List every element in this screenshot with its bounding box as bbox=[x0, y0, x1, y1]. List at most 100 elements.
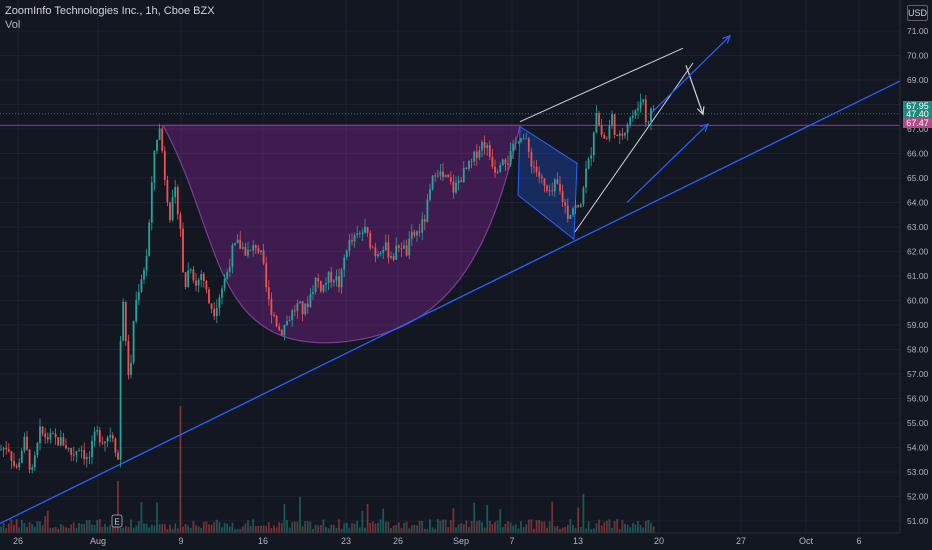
y-tick-label: 53.00 bbox=[907, 467, 929, 477]
trend-annotations[interactable] bbox=[0, 34, 932, 525]
candle-body bbox=[111, 435, 114, 439]
candle-body bbox=[132, 321, 135, 363]
candle-body bbox=[598, 113, 600, 126]
volume-bar bbox=[314, 524, 317, 533]
candle-body bbox=[200, 273, 203, 280]
candle-body bbox=[356, 233, 359, 235]
volume-bar bbox=[634, 524, 637, 533]
volume-bar bbox=[439, 520, 442, 533]
candle-body bbox=[33, 455, 36, 468]
candle-body bbox=[187, 270, 190, 288]
candle-body bbox=[10, 451, 13, 461]
candle-body bbox=[65, 445, 67, 449]
candle-body bbox=[494, 166, 496, 173]
candle-body bbox=[624, 132, 626, 136]
volume-bar bbox=[348, 527, 351, 533]
volume-bar bbox=[288, 527, 291, 533]
time-axis[interactable]: 26 Aug 9 16 23 26 Sep 7 13 20 27 Oct 6 E bbox=[0, 514, 900, 546]
candle-body bbox=[231, 244, 234, 268]
candle-body bbox=[98, 430, 101, 443]
candle-body bbox=[361, 232, 364, 234]
volume-bar bbox=[413, 524, 416, 533]
volume-bar bbox=[249, 525, 252, 533]
volume-bar bbox=[600, 525, 603, 533]
price-axis[interactable]: 51.00 52.00 53.00 54.00 55.00 56.00 57.00 58.00… bbox=[899, 0, 932, 550]
volume-bar bbox=[421, 520, 424, 533]
candle-body bbox=[67, 447, 70, 449]
candle-body bbox=[587, 158, 590, 169]
volume-bar bbox=[462, 524, 465, 533]
candle-body bbox=[408, 238, 411, 256]
volume-bar bbox=[174, 523, 177, 533]
currency-button[interactable]: USD bbox=[907, 5, 928, 21]
volume-bar bbox=[468, 526, 470, 533]
candle-body bbox=[634, 110, 637, 116]
candle-body bbox=[475, 151, 478, 159]
candle-body bbox=[109, 435, 112, 438]
volume-bar bbox=[182, 526, 184, 533]
arrow-up-lower bbox=[626, 123, 709, 203]
candle-body bbox=[449, 177, 452, 182]
volume-bar bbox=[387, 521, 390, 533]
candle-body bbox=[15, 466, 18, 468]
candle-body bbox=[444, 174, 447, 178]
volume-bar bbox=[15, 519, 18, 533]
volume-bar bbox=[405, 521, 408, 533]
volume-bar bbox=[538, 519, 541, 533]
candle-body bbox=[327, 271, 330, 284]
volume-bar bbox=[270, 527, 273, 533]
volume-bar bbox=[7, 523, 10, 533]
candle-body bbox=[546, 185, 548, 191]
candle-body bbox=[192, 269, 195, 281]
candle-body bbox=[582, 187, 585, 205]
volume-bar bbox=[475, 521, 478, 533]
volume-bar bbox=[564, 527, 567, 533]
volume-bar bbox=[364, 527, 366, 533]
volume-bar bbox=[117, 481, 119, 533]
x-tick-label: 9 bbox=[178, 536, 183, 546]
candle-body bbox=[59, 437, 62, 446]
candle-body bbox=[509, 151, 512, 165]
candle-body bbox=[603, 134, 606, 139]
volume-bar bbox=[31, 524, 34, 533]
volume-bar bbox=[434, 528, 437, 533]
volume-bar bbox=[280, 523, 283, 533]
candle-body bbox=[44, 433, 47, 438]
volume-bar bbox=[317, 525, 320, 533]
volume-bar bbox=[361, 511, 364, 533]
cup-shape bbox=[161, 124, 521, 344]
volume-bar bbox=[431, 527, 434, 533]
candle-body bbox=[642, 99, 645, 102]
volume-bar bbox=[504, 523, 507, 533]
candle-body bbox=[208, 289, 210, 304]
candle-body bbox=[78, 450, 80, 452]
candle-body bbox=[174, 187, 177, 198]
candle-body bbox=[377, 254, 379, 257]
volume-bar bbox=[143, 523, 145, 533]
volume-bar bbox=[603, 522, 606, 533]
volume-bar bbox=[340, 528, 343, 533]
candle-body bbox=[228, 267, 231, 272]
candle-body bbox=[280, 330, 283, 336]
volume-bar bbox=[400, 528, 403, 533]
candle-body bbox=[130, 362, 132, 376]
volume-bar bbox=[135, 525, 138, 533]
candle-body bbox=[535, 166, 538, 173]
volume-bar bbox=[176, 528, 179, 533]
volume-bar bbox=[153, 525, 156, 533]
volume-bar bbox=[572, 524, 574, 533]
candle-body bbox=[117, 452, 119, 460]
candle-body bbox=[335, 276, 338, 281]
volume-bar bbox=[2, 523, 5, 533]
cup-pattern[interactable] bbox=[0, 113, 900, 344]
candle-body bbox=[395, 245, 398, 260]
volume-bar bbox=[460, 523, 463, 533]
candle-body bbox=[517, 141, 520, 143]
candle-body bbox=[366, 227, 369, 233]
volume-bar bbox=[221, 527, 223, 533]
candle-body bbox=[423, 219, 426, 222]
volume-bar bbox=[278, 522, 281, 533]
earnings-marker-label: E bbox=[114, 518, 119, 527]
